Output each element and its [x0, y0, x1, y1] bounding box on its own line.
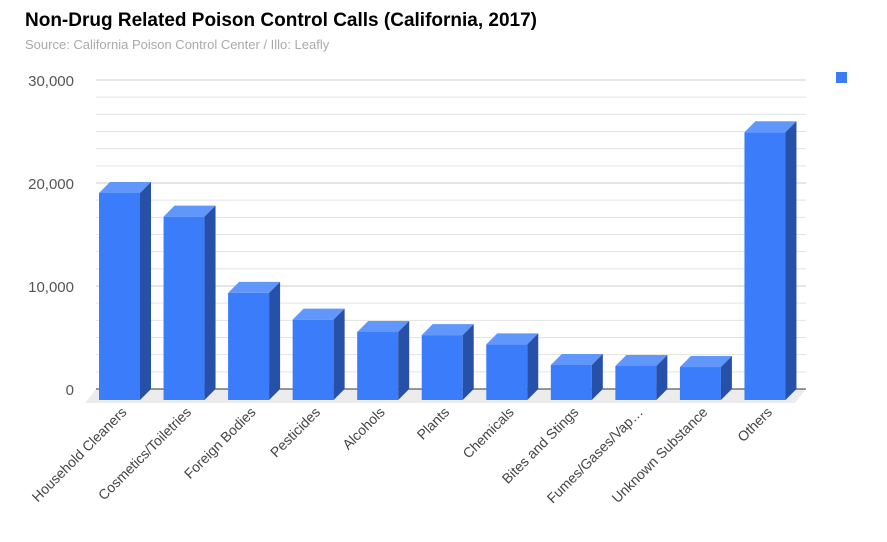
- bar: [228, 292, 270, 400]
- bar-side: [269, 281, 281, 400]
- bar: [292, 319, 334, 400]
- bar: [421, 335, 463, 400]
- bar-top: [615, 355, 668, 367]
- bar: [163, 216, 205, 400]
- bar-side: [204, 205, 216, 400]
- bar-top: [292, 308, 345, 320]
- bar: [357, 332, 399, 400]
- y-tick-label: 10,000: [28, 279, 74, 296]
- bar: [550, 364, 592, 400]
- y-tick-label: 20,000: [28, 176, 74, 193]
- chart-subtitle: Source: California Poison Control Center…: [25, 37, 330, 52]
- bar-side: [140, 181, 151, 400]
- bar-top: [550, 353, 603, 365]
- bar-side: [720, 356, 732, 400]
- bar-top: [421, 324, 474, 336]
- legend-swatch: [836, 72, 847, 83]
- bar-top: [228, 281, 281, 293]
- x-tick-label: Chemicals: [459, 404, 517, 462]
- bar-side: [656, 355, 668, 400]
- x-tick-label: Plants: [414, 404, 453, 443]
- bar-top: [486, 333, 539, 345]
- bar-side: [462, 324, 474, 400]
- bar-side: [785, 121, 797, 400]
- bar-top: [99, 181, 151, 193]
- chart-title: Non-Drug Related Poison Control Calls (C…: [25, 10, 538, 31]
- bar-top: [357, 321, 410, 333]
- bar: [486, 344, 528, 400]
- x-tick-label: Others: [734, 404, 775, 445]
- bar-side: [527, 333, 539, 400]
- bar-side: [591, 353, 603, 400]
- x-tick-label: Alcohols: [339, 404, 388, 453]
- bar-top: [679, 356, 732, 368]
- bar-side: [398, 321, 410, 400]
- bar-top: [163, 205, 216, 217]
- bar-side: [333, 308, 345, 400]
- y-tick-label: 0: [66, 382, 74, 399]
- bar: [744, 132, 786, 400]
- bar: [615, 366, 657, 400]
- x-tick-label: Pesticides: [267, 404, 323, 460]
- bar: [99, 192, 140, 400]
- bar: [679, 367, 721, 400]
- y-tick-label: 30,000: [28, 73, 74, 90]
- bar-top: [744, 121, 797, 133]
